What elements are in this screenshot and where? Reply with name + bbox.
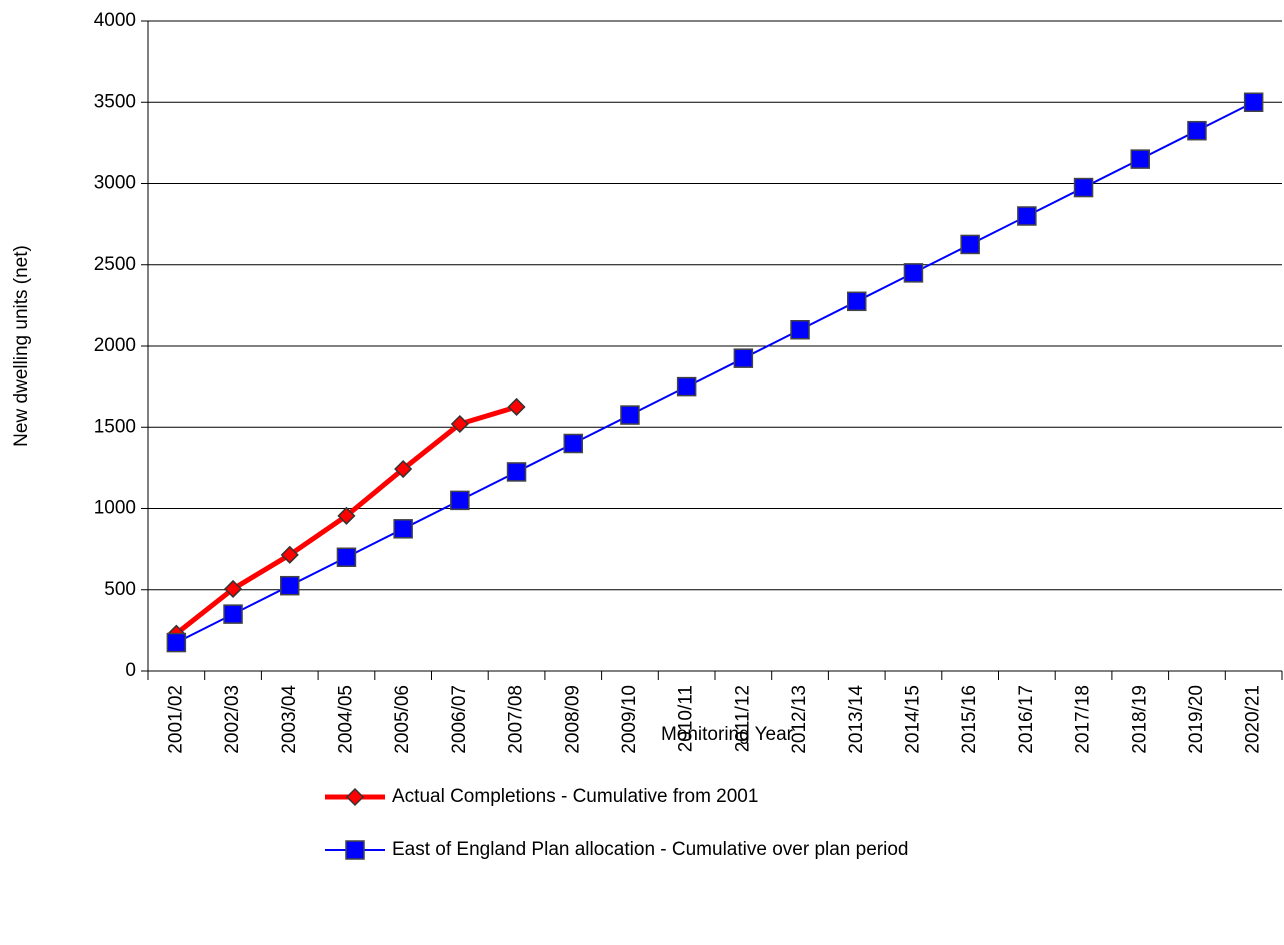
- y-tick-label: 1500: [94, 416, 136, 437]
- y-tick-label: 500: [104, 579, 136, 600]
- x-tick-label: 2004/05: [335, 685, 356, 754]
- x-tick-label: 2014/15: [902, 685, 923, 754]
- x-tick-label: 2010/11: [676, 685, 697, 752]
- x-tick-label: 2005/06: [392, 685, 413, 754]
- y-tick-label: 2500: [94, 254, 136, 275]
- data-point: [450, 490, 470, 511]
- x-axis-title: Monitoring Year: [661, 724, 794, 745]
- data-point: [336, 547, 357, 567]
- x-tick-label: 2018/19: [1129, 685, 1150, 754]
- data-point: [280, 545, 299, 564]
- x-tick-label: 2017/18: [1073, 685, 1094, 754]
- x-tick-label: 2016/17: [1016, 685, 1037, 754]
- data-point: [1017, 206, 1037, 226]
- x-tick-label: 2002/03: [222, 685, 243, 754]
- data-point: [620, 405, 640, 425]
- x-tick-label: 2020/21: [1243, 685, 1264, 754]
- y-tick-label: 2000: [94, 335, 136, 356]
- data-point: [507, 397, 526, 416]
- x-tick-label: 2009/10: [619, 685, 640, 754]
- data-point: [960, 234, 980, 255]
- y-tick-label: 3000: [94, 173, 136, 194]
- y-tick-label: 4000: [94, 10, 136, 31]
- x-tick-label: 2012/13: [789, 685, 810, 754]
- data-point: [563, 433, 583, 454]
- x-tick-label: 2013/14: [846, 685, 867, 754]
- data-point: [393, 519, 413, 539]
- x-tick-label: 2003/04: [279, 685, 300, 754]
- data-point: [1243, 92, 1264, 112]
- data-point: [223, 604, 243, 624]
- data-point: [903, 263, 924, 283]
- y-tick-label: 1000: [94, 498, 136, 519]
- data-point: [394, 459, 413, 479]
- data-point: [676, 376, 697, 397]
- data-point: [790, 320, 810, 340]
- x-tick-label: 2011/12: [732, 685, 753, 752]
- y-axis-title: New dwelling units (net): [11, 245, 32, 447]
- data-point: [1130, 149, 1150, 169]
- x-tick-label: 2007/08: [506, 685, 527, 754]
- legend-marker: [345, 787, 365, 807]
- x-tick-label: 2008/09: [562, 685, 583, 754]
- data-point: [223, 579, 243, 598]
- y-tick-label: 0: [125, 660, 136, 681]
- data-point: [450, 414, 469, 434]
- data-point: [733, 348, 754, 368]
- x-tick-label: 2001/02: [165, 685, 186, 754]
- data-point: [337, 506, 356, 525]
- data-point: [280, 575, 300, 596]
- data-point: [1187, 120, 1207, 141]
- legend-marker: [345, 840, 365, 860]
- data-point: [847, 291, 867, 312]
- legend-label: Actual Completions - Cumulative from 200…: [392, 786, 758, 807]
- legend-label: East of England Plan allocation - Cumula…: [392, 839, 908, 860]
- data-point: [1073, 177, 1094, 198]
- x-tick-label: 2019/20: [1186, 685, 1207, 754]
- data-point: [506, 462, 527, 482]
- y-tick-label: 3500: [94, 91, 136, 112]
- data-point: [166, 632, 187, 653]
- x-tick-label: 2006/07: [449, 685, 470, 754]
- x-tick-label: 2015/16: [959, 685, 980, 754]
